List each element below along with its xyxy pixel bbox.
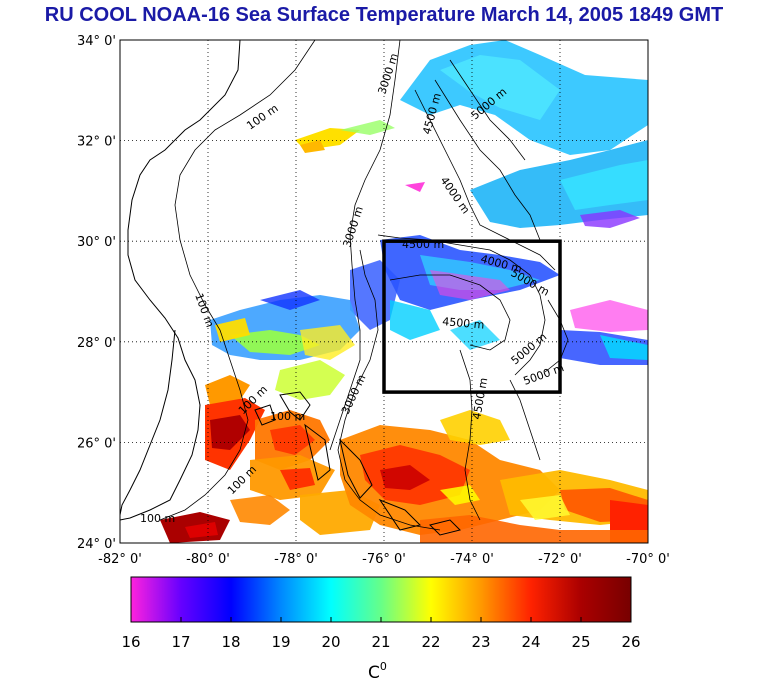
colorbar-tick-label: 17 [171,633,190,651]
lat-tick-label: 32° 0' [77,135,116,150]
depth-label: 100 m [140,512,175,525]
colorbar-tick-label: 20 [321,633,340,651]
bahamas-islands [254,391,461,536]
depth-label: 3000 m [340,205,365,249]
colorbar-tick-label: 26 [621,633,640,651]
lon-tick-label: -78° 0' [274,552,318,567]
lat-tick-label: 28° 0' [77,336,116,351]
longitude-tick-labels: -82° 0' -80° 0' -78° 0' -76° 0' -74° 0' -72° … [98,552,670,567]
depth-label: 4500 m [470,377,490,421]
colorbar-tick-label: 19 [271,633,290,651]
colorbar [130,576,632,623]
colorbar-tick-label: 24 [521,633,540,651]
colorbar-tick-label: 23 [471,633,490,651]
depth-label: 100 m [270,410,305,423]
lon-tick-label: -72° 0' [538,552,582,567]
colorbar-tick-labels: 16 17 18 19 20 21 22 23 24 25 26 [121,617,641,651]
depth-label: 5000 m [509,330,550,367]
map-title: RU COOL NOAA-16 Sea Surface Temperature … [44,4,724,26]
colorbar-tick-label: 18 [221,633,240,651]
map-frame [119,39,649,544]
depth-label: 100 m [192,292,216,330]
lon-tick-label: -70° 0' [626,552,670,567]
depth-label: 4500 m [442,315,485,332]
depth-label: 100 m [244,102,280,133]
depth-label: 4000 m [438,174,473,216]
colorbar-tick-label: 21 [371,633,390,651]
study-area-box [382,239,562,394]
depth-label: 3000 m [375,52,400,96]
colorbar-unit: C0 [368,660,387,680]
colorbar-tick-label: 22 [421,633,440,651]
lat-tick-label: 24° 0' [77,537,116,552]
lat-tick-label: 30° 0' [77,235,116,250]
lon-tick-label: -82° 0' [98,552,142,567]
lon-tick-label: -74° 0' [450,552,494,567]
lon-tick-label: -76° 0' [362,552,406,567]
sst-data-layer [160,40,648,543]
coastline [119,39,241,521]
depth-label: 3000 m [339,373,369,417]
latitude-tick-labels: 34° 0' 32° 0' 30° 0' 28° 0' 26° 0' 24° 0' [77,34,116,552]
colorbar-tick-label: 25 [571,633,590,651]
lat-tick-label: 26° 0' [77,436,116,451]
colorbar-tick-label: 16 [121,633,140,651]
lat-tick-label: 34° 0' [77,34,116,49]
lon-tick-label: -80° 0' [186,552,230,567]
